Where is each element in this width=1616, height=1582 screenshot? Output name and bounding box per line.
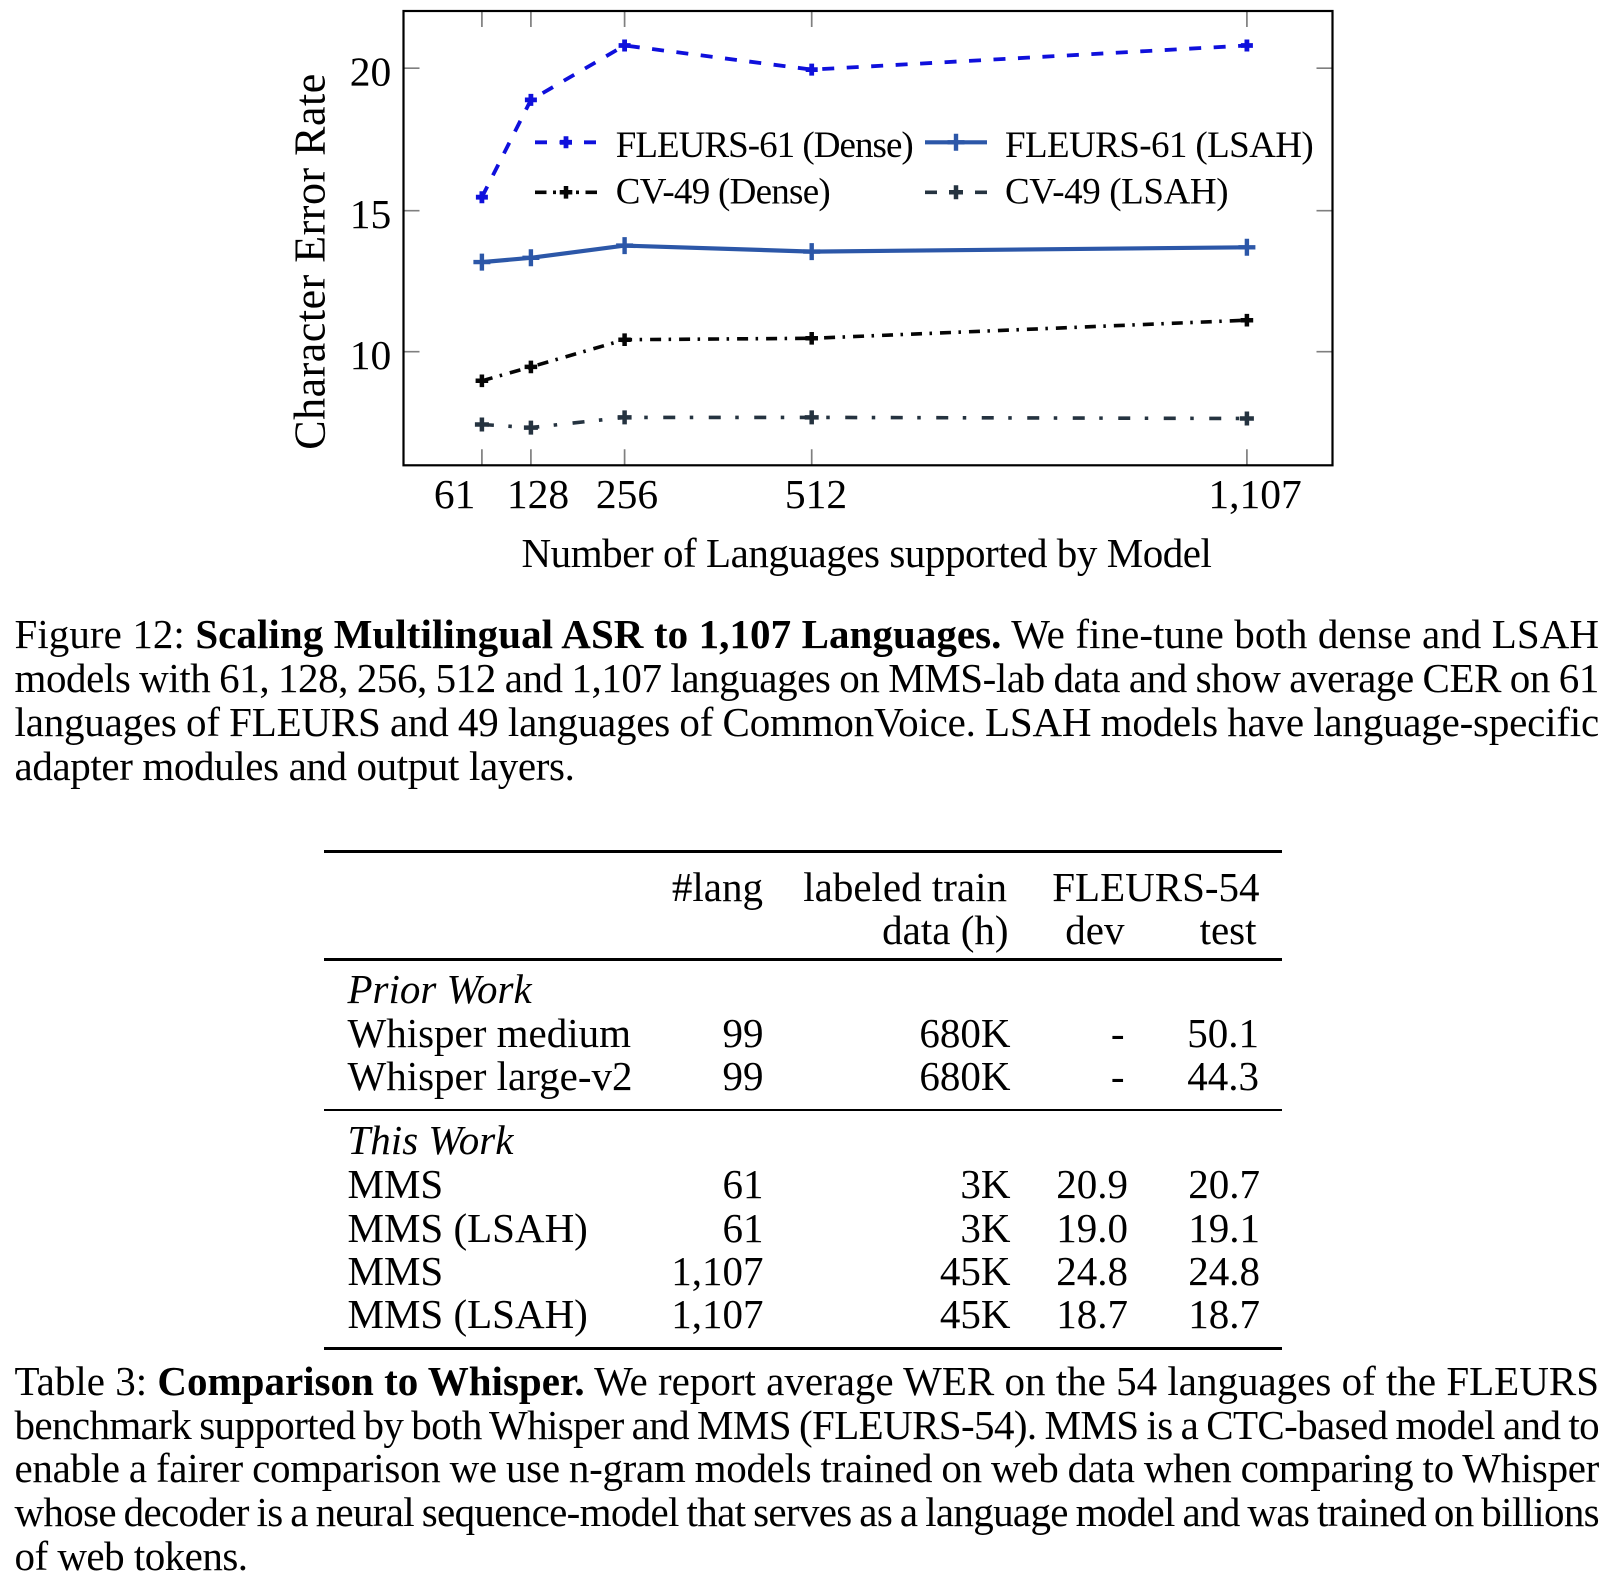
svg-text:128: 128 — [507, 471, 569, 517]
svg-text:256: 256 — [596, 471, 658, 517]
svg-text:Character Error Rate: Character Error Rate — [286, 73, 335, 449]
svg-text:15: 15 — [350, 191, 392, 237]
svg-text:512: 512 — [785, 471, 847, 517]
svg-text:Number of Languages supported: Number of Languages supported by Model — [522, 530, 1212, 576]
svg-text:CV-49 (Dense): CV-49 (Dense) — [616, 172, 830, 213]
svg-text:20: 20 — [350, 49, 392, 95]
svg-text:1,107: 1,107 — [1208, 471, 1301, 517]
svg-text:CV-49 (LSAH): CV-49 (LSAH) — [1005, 172, 1228, 213]
svg-text:FLEURS-61 (LSAH): FLEURS-61 (LSAH) — [1005, 125, 1313, 166]
svg-text:61: 61 — [434, 471, 476, 517]
svg-text:FLEURS-61 (Dense): FLEURS-61 (Dense) — [616, 125, 913, 166]
svg-text:10: 10 — [350, 332, 392, 378]
